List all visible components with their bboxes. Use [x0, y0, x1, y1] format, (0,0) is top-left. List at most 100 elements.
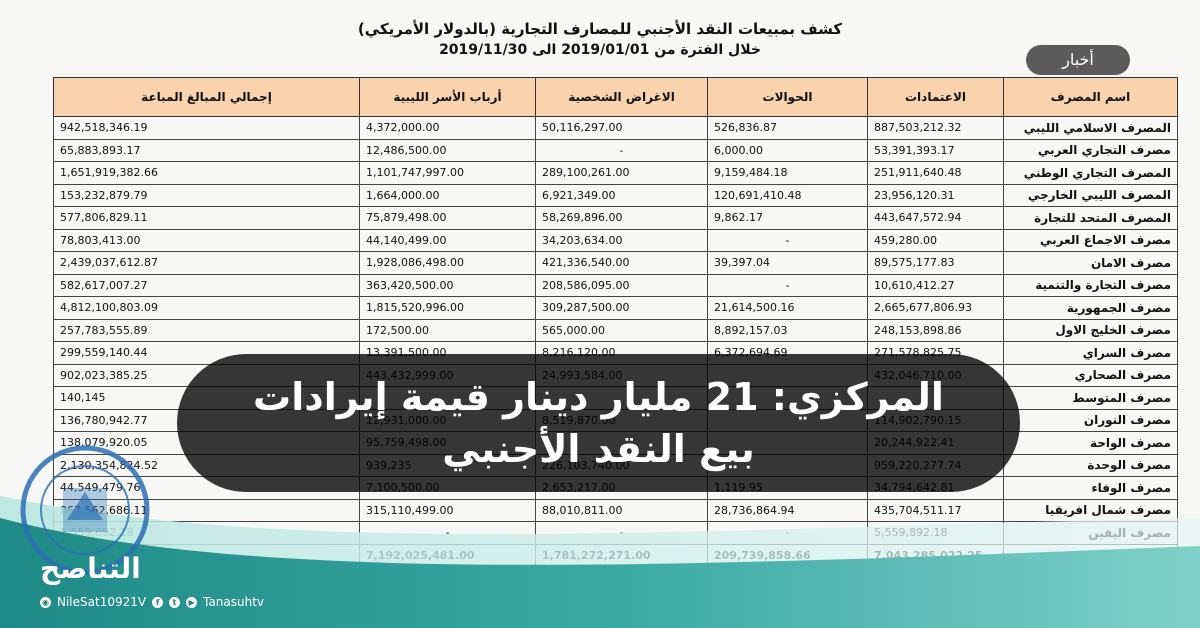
value-cell: 582,617,007.27 [53, 273, 360, 297]
value-cell: 2,439,037,612.87 [53, 251, 360, 275]
value-cell: 44,140,499.00 [359, 228, 536, 252]
column-header: الاعتمادات [867, 77, 1004, 117]
value-cell: - [535, 138, 708, 162]
bank-name-cell: المصرف التجاري الوطني [1003, 161, 1178, 185]
bank-name-cell: مصرف المتوسط [1003, 386, 1178, 410]
value-cell: 6,921,349.00 [535, 183, 708, 207]
value-cell: 565,000.00 [535, 318, 708, 342]
table-row: المصرف الاسلامي الليبي 887,503,212.32 526,… [53, 116, 1178, 140]
value-cell: 8,892,157.03 [707, 318, 868, 342]
value-cell: 53,391,393.17 [867, 138, 1004, 162]
value-cell: 459,280.00 [867, 228, 1004, 252]
headline-banner: المركزي: 21 مليار دينار قيمة إيرادات بيع… [177, 354, 1020, 492]
value-cell: 75,879,498.00 [359, 206, 536, 230]
value-cell: 1,815,520,996.00 [359, 296, 536, 320]
bank-name-cell: مصرف شمال افريقيا [1003, 498, 1178, 522]
table-row: المصرف الليبي الخارجي 23,956,120.31 120,69… [53, 183, 1178, 207]
document-title-line1: كشف بمبيعات النقد الأجنبي للمصارف التجار… [357, 20, 843, 38]
bank-name-cell: مصرف الوحدة [1003, 453, 1178, 477]
youtube-icon[interactable]: ▶ [186, 596, 198, 608]
value-cell: 1,101,747,997.00 [359, 161, 536, 185]
value-cell: - [707, 228, 868, 252]
value-cell: 887,503,212.32 [867, 116, 1004, 140]
value-cell: 942,518,346.19 [53, 116, 360, 140]
value-cell: 309,287,500.00 [535, 296, 708, 320]
column-header: اسم المصرف [1003, 77, 1178, 117]
brand-logo: التناصح [40, 552, 141, 585]
bank-name-cell: مصرف الاجماع العربي [1003, 228, 1178, 252]
table-row: مصرف الامان 89,575,177.83 39,397.04 421,336… [53, 251, 1178, 275]
value-cell: 435,704,511.17 [867, 498, 1004, 522]
channel-label: NileSat10921V [57, 595, 147, 609]
column-header: أرباب الأسر الليبية [359, 77, 536, 117]
facebook-icon[interactable]: f [152, 596, 164, 608]
value-cell: 9,862.17 [707, 206, 868, 230]
document-title-line2: خلال الفترة من 2019/01/01 الى 2019/11/30 [439, 42, 761, 58]
value-cell: 2,665,677,806.93 [867, 296, 1004, 320]
value-cell: 443,647,572.94 [867, 206, 1004, 230]
value-cell: 526,836.87 [707, 116, 868, 140]
bank-name-cell: المصرف الليبي الخارجي [1003, 183, 1178, 207]
table-row: المصرف المتحد للتجارة 443,647,572.94 9,862… [53, 206, 1178, 230]
table-row: المصرف التجاري الوطني 251,911,640.48 9,159… [53, 161, 1178, 185]
bank-name-cell: مصرف الامان [1003, 251, 1178, 275]
column-header: الحوالات [707, 77, 868, 117]
footer-social: ◉ NileSat10921V f t ▶ Tanasuhtv [40, 594, 264, 610]
bank-name-cell: المصرف الاسلامي الليبي [1003, 116, 1178, 140]
value-cell: 12,486,500.00 [359, 138, 536, 162]
value-cell: 251,911,640.48 [867, 161, 1004, 185]
value-cell: 172,500.00 [359, 318, 536, 342]
social-handle: Tanasuhtv [203, 595, 265, 609]
value-cell: 65,883,893.17 [53, 138, 360, 162]
news-category-badge[interactable]: أخبار [1026, 45, 1130, 75]
bank-name-cell: مصرف الجمهورية [1003, 296, 1178, 320]
value-cell: 1,651,919,382.66 [53, 161, 360, 185]
value-cell: - [707, 273, 868, 297]
central-bank-seal [20, 445, 150, 575]
bank-name-cell: مصرف التجاري العربي [1003, 138, 1178, 162]
value-cell: 4,812,100,803.09 [53, 296, 360, 320]
table-row: مصرف التجاري العربي 53,391,393.17 6,000.00… [53, 138, 1178, 162]
table-row: مصرف شمال افريقيا 435,704,511.17 28,736,86… [53, 498, 1178, 522]
twitter-icon[interactable]: t [169, 596, 181, 608]
value-cell: 363,420,500.00 [359, 273, 536, 297]
value-cell: 315,110,499.00 [359, 498, 536, 522]
headline-line1: المركزي: 21 مليار دينار قيمة إيرادات [253, 375, 944, 419]
table-row: مصرف الاجماع العربي 459,280.00-34,203,634… [53, 228, 1178, 252]
value-cell: 50,116,297.00 [535, 116, 708, 140]
bank-name-cell: مصرف الوفاء [1003, 476, 1178, 500]
value-cell: 577,806,829.11 [53, 206, 360, 230]
table-header-row: اسم المصرف الاعتمادات الحوالات الاغراض الشخ… [53, 77, 1178, 117]
bank-name-cell: مصرف النوران [1003, 408, 1178, 432]
column-header: الاغراض الشخصية [535, 77, 708, 117]
value-cell: 4,372,000.00 [359, 116, 536, 140]
bank-name-cell: مصرف السراي [1003, 341, 1178, 365]
value-cell: 1,928,086,498.00 [359, 251, 536, 275]
table-row: مصرف الخليج الاول 248,153,898.86 8,892,157… [53, 318, 1178, 342]
value-cell: 23,956,120.31 [867, 183, 1004, 207]
table-row: مصرف التجارة والتنمية 10,610,412.27-208,5… [53, 273, 1178, 297]
bank-name-cell: مصرف الخليج الاول [1003, 318, 1178, 342]
bank-name-cell: مصرف الواحة [1003, 431, 1178, 455]
table-row: مصرف الجمهورية 2,665,677,806.93 21,614,500… [53, 296, 1178, 320]
headline-line2: بيع النقد الأجنبي [442, 427, 755, 471]
value-cell: 208,586,095.00 [535, 273, 708, 297]
value-cell: 58,269,896.00 [535, 206, 708, 230]
value-cell: 120,691,410.48 [707, 183, 868, 207]
value-cell: 39,397.04 [707, 251, 868, 275]
value-cell: 421,336,540.00 [535, 251, 708, 275]
value-cell: 21,614,500.16 [707, 296, 868, 320]
value-cell: 6,000.00 [707, 138, 868, 162]
value-cell: 10,610,412.27 [867, 273, 1004, 297]
value-cell: 34,203,634.00 [535, 228, 708, 252]
value-cell: 289,100,261.00 [535, 161, 708, 185]
bank-name-cell: المصرف المتحد للتجارة [1003, 206, 1178, 230]
value-cell: 248,153,898.86 [867, 318, 1004, 342]
value-cell: 153,232,879.79 [53, 183, 360, 207]
brand-wave [0, 496, 1200, 628]
value-cell: 9,159,484.18 [707, 161, 868, 185]
value-cell: 78,803,413.00 [53, 228, 360, 252]
value-cell: 257,783,555.89 [53, 318, 360, 342]
value-cell: 89,575,177.83 [867, 251, 1004, 275]
